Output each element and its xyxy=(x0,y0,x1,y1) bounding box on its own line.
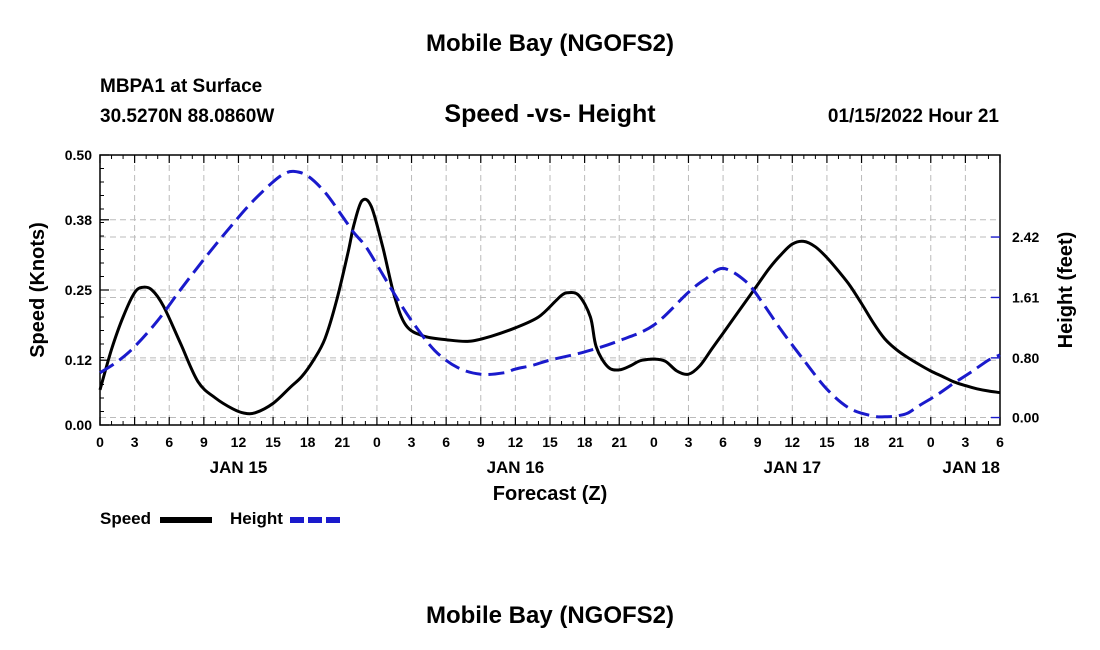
x-tick-label: 21 xyxy=(335,434,351,450)
x-tick-label: 21 xyxy=(611,434,627,450)
x-tick-label: 6 xyxy=(719,434,727,450)
y-right-tick-label: 0.80 xyxy=(1012,350,1039,366)
x-tick-label: 9 xyxy=(754,434,762,450)
y-left-tick-label: 0.00 xyxy=(65,417,92,433)
y-right-tick-label: 0.00 xyxy=(1012,410,1039,426)
x-tick-label: 6 xyxy=(996,434,1004,450)
legend: Speed Height xyxy=(100,509,342,528)
date-label: JAN 16 xyxy=(487,458,545,477)
x-tick-label: 12 xyxy=(508,434,524,450)
x-tick-label: 0 xyxy=(927,434,935,450)
chart-title: Mobile Bay (NGOFS2) xyxy=(425,30,675,57)
axis-ticks xyxy=(99,154,1001,426)
x-tick-label: 0 xyxy=(373,434,381,450)
x-tick-label: 15 xyxy=(542,434,558,450)
grid-lines xyxy=(100,155,1000,425)
date-label: JAN 15 xyxy=(210,458,268,477)
y-axis-title-left: Speed (Knots) xyxy=(27,222,49,358)
x-tick-label: 18 xyxy=(300,434,316,450)
x-tick-label: 3 xyxy=(685,434,693,450)
y-right-tick-label: 2.42 xyxy=(1012,229,1039,245)
x-axis-title: Forecast (Z) xyxy=(493,483,607,505)
station-name: MBPA1 at Surface xyxy=(100,76,263,97)
x-tick-label: 21 xyxy=(888,434,904,450)
x-tick-label: 12 xyxy=(231,434,247,450)
y-left-tick-label: 0.25 xyxy=(65,282,92,298)
forecast-timestamp: 01/15/2022 Hour 21 xyxy=(827,106,999,127)
x-tick-label: 15 xyxy=(819,434,835,450)
legend-label-height: Height xyxy=(230,509,283,528)
x-tick-label: 3 xyxy=(961,434,969,450)
speed-series-line xyxy=(98,197,1001,416)
x-tick-label: 18 xyxy=(854,434,870,450)
x-tick-label: 0 xyxy=(96,434,104,450)
x-tick-label: 15 xyxy=(265,434,281,450)
y-axis-title-right: Height (feet) xyxy=(1055,232,1077,349)
axis-labels: 0 3 6 9 12 15 18 21 0 3 6 9 12 15 18 21 0 3 6 9 12 15 18 21 0 3 6 J… xyxy=(65,147,1040,477)
y-right-tick-label: 1.61 xyxy=(1012,289,1039,305)
x-tick-label: 6 xyxy=(165,434,173,450)
legend-label-speed: Speed xyxy=(100,509,151,528)
height-series-line xyxy=(99,169,1001,419)
footer-title: Mobile Bay (NGOFS2) xyxy=(425,602,675,629)
station-coordinates: 30.5270N 88.0860W xyxy=(100,106,275,127)
x-tick-label: 12 xyxy=(785,434,801,450)
x-tick-label: 18 xyxy=(577,434,593,450)
y-left-tick-label: 0.50 xyxy=(65,147,92,163)
date-label: JAN 17 xyxy=(763,458,821,477)
x-tick-label: 9 xyxy=(200,434,208,450)
y-left-tick-label: 0.12 xyxy=(65,352,92,368)
date-label: JAN 18 xyxy=(942,458,1000,477)
chart-subtitle: Speed -vs- Height xyxy=(444,100,656,128)
x-tick-label: 6 xyxy=(442,434,450,450)
series-lines xyxy=(98,169,1001,419)
x-tick-label: 9 xyxy=(477,434,485,450)
y-left-tick-label: 0.38 xyxy=(65,212,92,228)
x-tick-label: 3 xyxy=(408,434,416,450)
x-tick-label: 3 xyxy=(131,434,139,450)
x-tick-label: 0 xyxy=(650,434,658,450)
